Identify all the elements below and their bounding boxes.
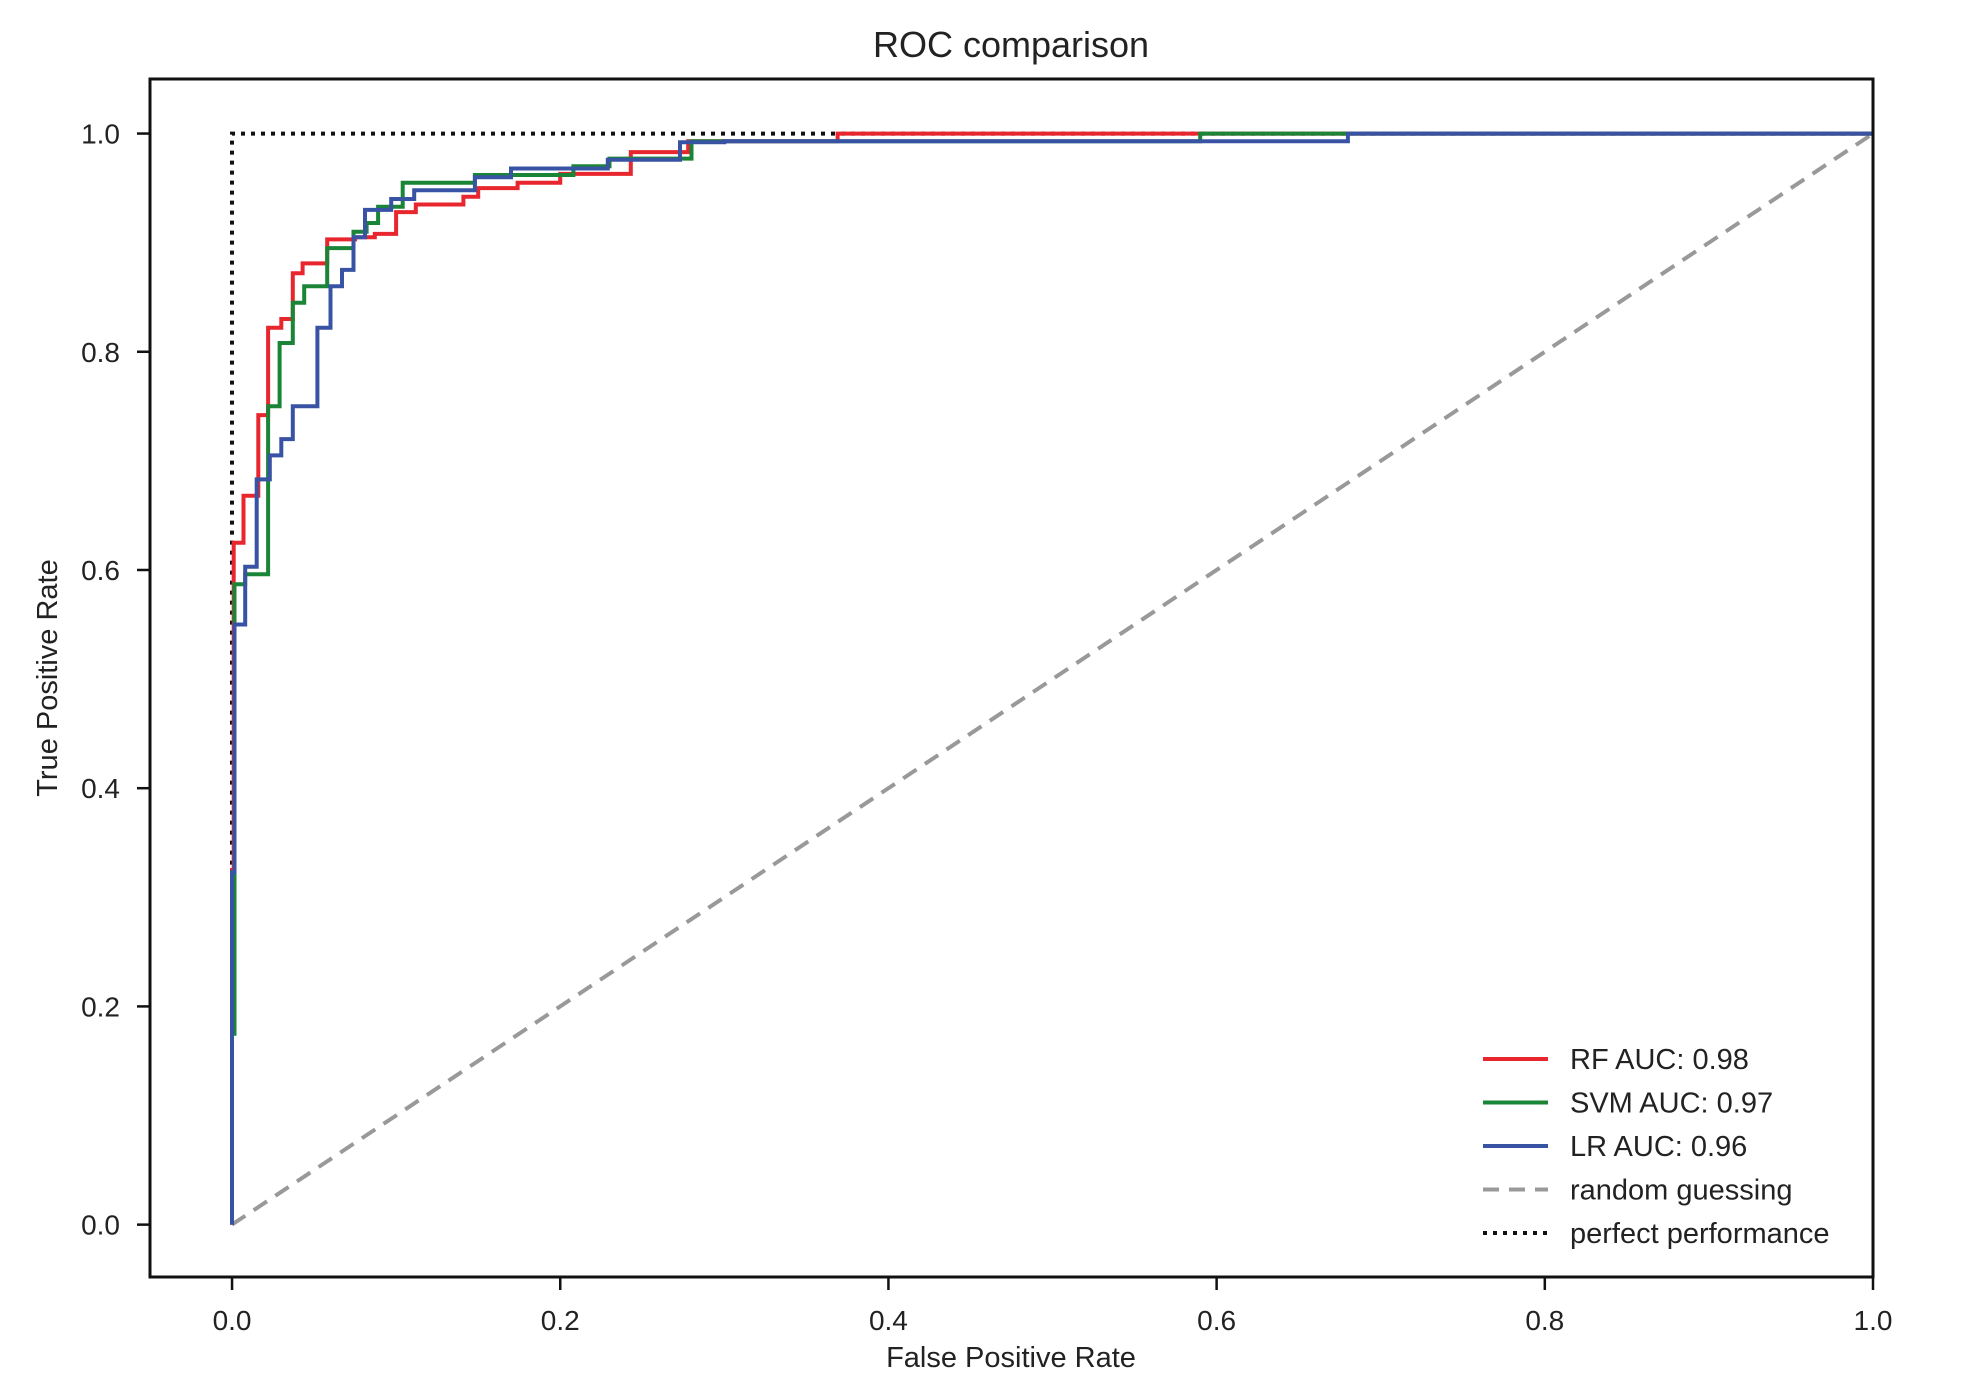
y-tick-label: 1.0 (81, 119, 120, 150)
series-line-rf-auc-0-98 (230, 131, 1873, 1225)
legend: RF AUC: 0.98 SVM AUC: 0.97 LR AUC: 0.96 ran… (1483, 1044, 1830, 1250)
axis-ticks: 0.0 0.2 0.4 0.6 0.8 1.0 0.0 0.2 0.4 0.6 0.8 1.0 (81, 119, 1892, 1336)
y-tick-label: 0.6 (81, 555, 120, 586)
series-line-lr-auc-0-96 (230, 131, 1873, 1225)
legend-label-random-guessing: random guessing (1570, 1175, 1792, 1207)
legend-label-svm-auc-0-97: SVM AUC: 0.97 (1570, 1088, 1773, 1120)
y-tick-label: 0.2 (81, 991, 120, 1022)
x-tick-label: 0.4 (869, 1305, 908, 1336)
y-tick-label: 0.8 (81, 337, 120, 368)
plot-frame (148, 77, 1875, 1279)
y-axis-label: True Positive Rate (32, 559, 64, 796)
plot-area (230, 131, 1875, 1227)
x-tick-label: 1.0 (1854, 1305, 1893, 1336)
x-tick-label: 0.8 (1525, 1305, 1564, 1336)
x-tick-label: 0.0 (213, 1305, 252, 1336)
legend-label-rf-auc-0-98: RF AUC: 0.98 (1570, 1044, 1749, 1076)
y-tick-label: 0.0 (81, 1210, 120, 1241)
legend-label-perfect-performance: perfect performance (1570, 1218, 1830, 1250)
series-line-random-guessing (230, 131, 1875, 1227)
x-tick-label: 0.6 (1197, 1305, 1236, 1336)
x-axis-label: False Positive Rate (886, 1342, 1136, 1374)
legend-label-lr-auc-0-96: LR AUC: 0.96 (1570, 1131, 1747, 1163)
y-tick-label: 0.4 (81, 773, 120, 804)
chart-title: ROC comparison (873, 24, 1149, 65)
x-tick-label: 0.2 (541, 1305, 580, 1336)
